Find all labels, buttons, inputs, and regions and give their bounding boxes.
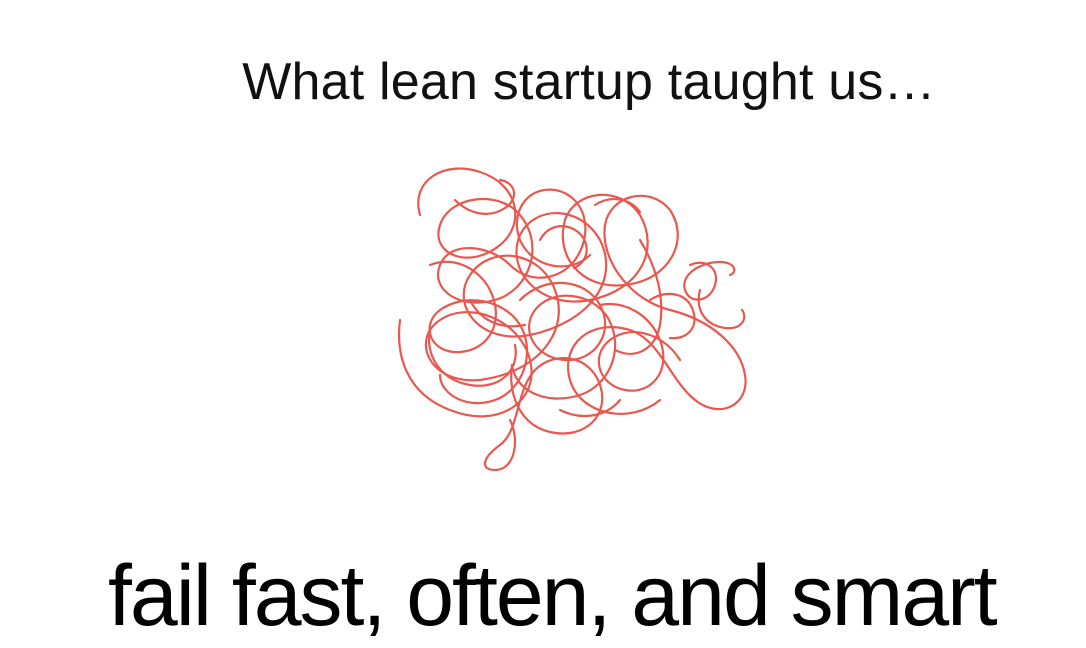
slide-title: What lean startup taught us… — [242, 53, 936, 111]
slide-tagline: fail fast, often, and smart — [108, 548, 998, 644]
tangled-scribble-icon — [398, 167, 747, 472]
